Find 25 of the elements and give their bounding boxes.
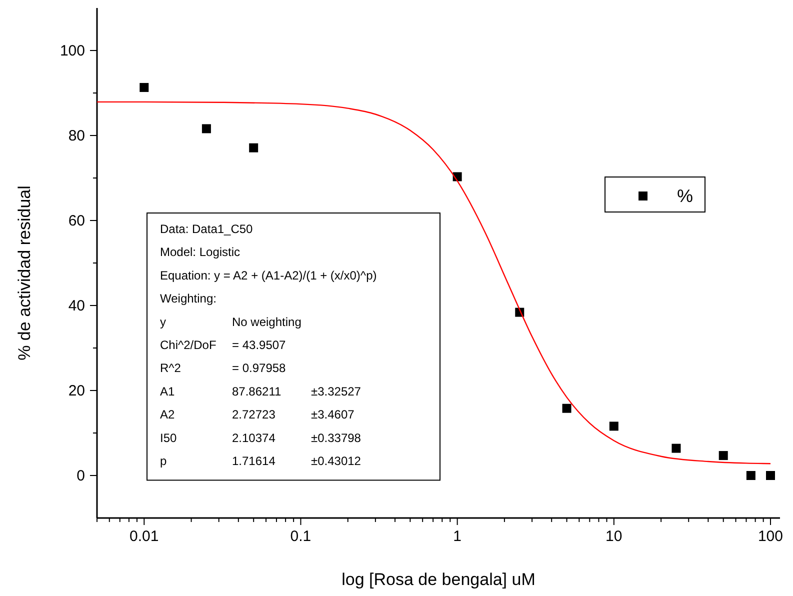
text: R^2 = 0.97958: [160, 361, 286, 376]
y-tick-label: 40: [68, 298, 85, 314]
x-tick-label: 0.1: [290, 528, 312, 545]
legend-label: %: [677, 186, 694, 206]
annotation: Weighting:: [160, 292, 216, 306]
y-tick-label: 80: [68, 128, 85, 144]
annotation: Model: Logistic: [160, 245, 240, 260]
text: p 1.71614 ±0.43012: [160, 454, 361, 468]
text: Chi^2/DoF = 43.9507: [160, 338, 286, 352]
x-tick-label: 10: [606, 528, 622, 545]
x-axis-title: log [Rosa de bengala] uM: [342, 570, 536, 589]
annotation: Data: Data1_C50: [160, 222, 254, 236]
text: A2 2.72723 ±3.4607: [160, 408, 354, 422]
x-tick-label: 100: [758, 528, 784, 545]
x-tick-label: 1: [453, 528, 462, 545]
annotation: Equation: y = A2 + (A1-A2)/(1 + (x/x0)^p): [160, 268, 377, 282]
text: A1 87.86211 ±3.32527: [160, 384, 361, 398]
text: y No weighting: [160, 314, 302, 329]
y-tick-label: 20: [68, 382, 85, 400]
y-tick-label: 60: [68, 212, 85, 230]
y-tick-label: 100: [60, 42, 85, 60]
x-tick-label: 0.01: [130, 528, 159, 545]
y-tick-label: 0: [76, 468, 85, 484]
text: I50 2.10374 ±0.33798: [160, 430, 361, 445]
y-axis-title: % de actividad residual: [15, 186, 34, 360]
